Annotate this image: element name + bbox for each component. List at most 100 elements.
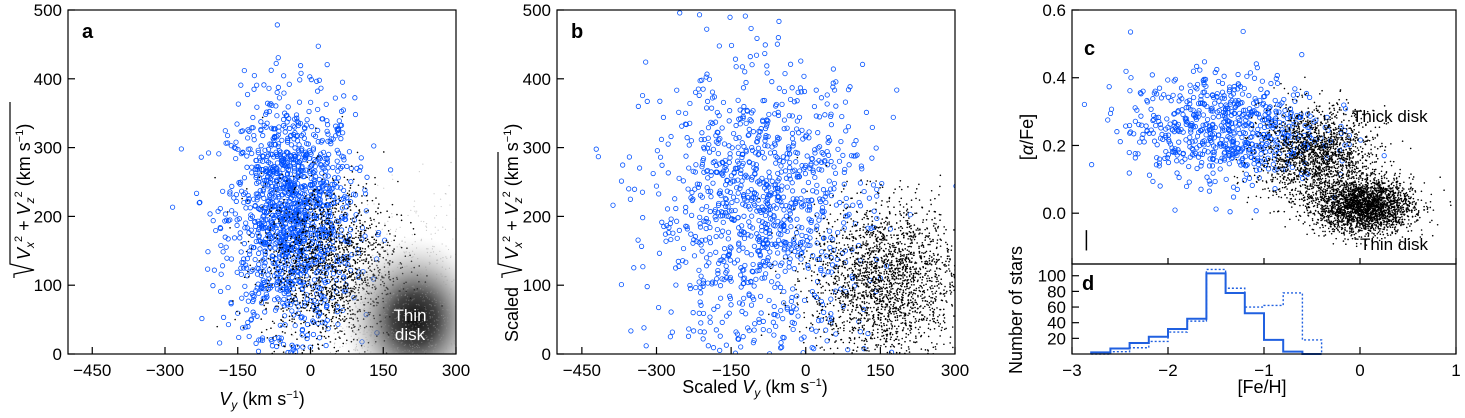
data-point <box>685 333 692 339</box>
data-point <box>364 174 370 180</box>
density-point <box>416 210 418 212</box>
data-point <box>750 129 757 135</box>
data-point <box>302 247 304 249</box>
density-point <box>440 273 442 275</box>
data-point <box>280 211 282 213</box>
data-point <box>282 320 284 323</box>
density-point <box>461 321 462 322</box>
density-point <box>391 283 393 286</box>
density-point <box>370 351 372 353</box>
data-point <box>676 263 682 269</box>
data-point <box>313 193 316 196</box>
data-point <box>317 155 319 158</box>
data-point <box>253 340 259 346</box>
data-point <box>705 188 711 195</box>
data-point <box>273 251 275 253</box>
data-point <box>858 163 864 169</box>
data-point <box>238 82 244 88</box>
data-point <box>730 194 737 200</box>
density-point <box>462 317 463 318</box>
x-tick-label: −300 <box>146 361 184 380</box>
data-point <box>272 126 278 132</box>
density-point <box>397 299 400 302</box>
density-point <box>384 312 386 314</box>
data-point <box>699 164 705 170</box>
density-point <box>340 297 342 300</box>
data-point <box>218 271 224 277</box>
data-point <box>828 122 835 128</box>
density-point <box>390 240 392 242</box>
density-point <box>431 340 433 342</box>
data-point <box>267 189 273 195</box>
density-point <box>382 297 384 299</box>
data-point <box>664 206 671 212</box>
data-point <box>288 270 291 272</box>
density-point <box>396 316 399 318</box>
density-point <box>499 335 500 336</box>
data-point <box>772 142 778 148</box>
data-point <box>833 79 839 85</box>
data-point <box>312 283 315 286</box>
density-point <box>402 274 404 276</box>
density-point <box>411 300 413 302</box>
data-point <box>314 188 317 191</box>
density-point <box>347 301 350 303</box>
data-point <box>243 276 246 279</box>
data-point <box>294 304 297 306</box>
density-point <box>478 336 479 337</box>
density-point <box>383 339 385 341</box>
data-point <box>238 312 241 314</box>
data-point <box>726 208 732 214</box>
density-point <box>461 321 462 322</box>
data-point <box>308 266 310 268</box>
density-point <box>363 308 365 310</box>
density-point <box>460 326 461 327</box>
data-point <box>727 151 733 157</box>
density-point <box>371 344 373 347</box>
density-point <box>405 291 407 294</box>
data-point <box>850 202 856 208</box>
density-point <box>363 331 365 333</box>
data-point <box>223 244 229 250</box>
data-point <box>814 223 820 229</box>
data-point <box>281 90 287 96</box>
data-point <box>280 341 287 348</box>
data-point <box>325 241 328 243</box>
data-point <box>243 291 249 297</box>
density-point <box>445 297 447 299</box>
data-point <box>327 244 329 246</box>
data-point <box>365 239 367 242</box>
data-point <box>296 99 303 105</box>
data-point <box>349 184 352 187</box>
data-point <box>341 157 347 163</box>
data-point <box>842 166 848 173</box>
data-point <box>742 262 748 269</box>
density-point <box>422 298 424 300</box>
data-point <box>320 335 323 337</box>
data-point <box>306 285 308 288</box>
data-point <box>333 312 335 314</box>
data-point <box>303 267 306 270</box>
data-point <box>282 307 284 310</box>
data-point <box>313 308 315 310</box>
data-point <box>782 168 789 174</box>
data-point <box>321 206 323 208</box>
density-point <box>467 316 468 317</box>
density-point <box>403 251 405 253</box>
density-point <box>352 331 354 333</box>
data-point <box>303 167 309 173</box>
data-point <box>291 298 294 301</box>
data-point <box>330 318 333 321</box>
data-point <box>247 146 253 152</box>
data-point <box>626 154 633 160</box>
data-point <box>275 271 277 273</box>
density-point <box>393 331 395 334</box>
data-point <box>786 144 792 150</box>
data-point <box>217 340 223 346</box>
density-point <box>416 343 418 346</box>
data-point <box>280 281 282 283</box>
data-point <box>667 334 673 340</box>
data-point <box>328 252 331 255</box>
data-point <box>697 78 703 84</box>
data-point <box>738 265 744 271</box>
